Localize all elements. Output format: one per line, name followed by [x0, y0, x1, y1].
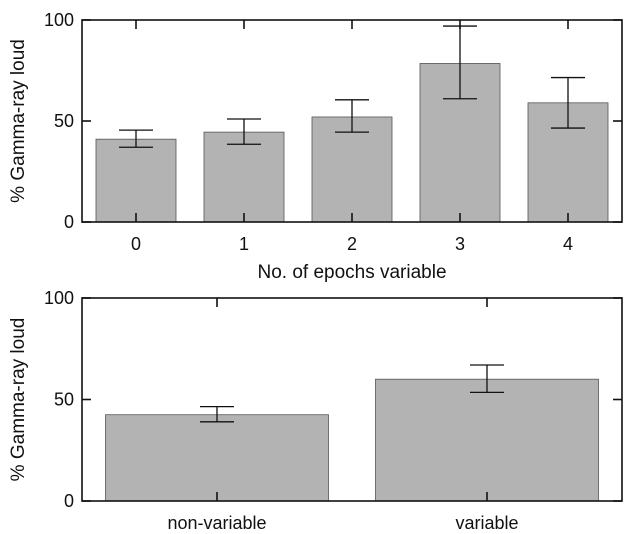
y-tick-label-0: 0 [64, 212, 74, 232]
y-axis-title: % Gamma-ray loud [8, 318, 29, 482]
bar-2 [311, 116, 393, 223]
bar-0 [105, 414, 329, 502]
bottom-panel: 0 50 100 non-variable variable % Gamma-ray lo… [8, 288, 623, 533]
x-tick-label-0: non-variable [167, 513, 266, 533]
bar-1 [375, 378, 599, 502]
y-tick-label-0: 0 [64, 491, 74, 511]
y-tick-label-2: 100 [44, 288, 74, 308]
x-tick-label-2: 2 [347, 234, 357, 254]
bar-1 [203, 131, 285, 223]
x-tick-label-1: 1 [239, 234, 249, 254]
bar-0 [95, 138, 177, 223]
y-tick-label-1: 50 [54, 390, 74, 410]
x-tick-label-3: 3 [455, 234, 465, 254]
y-tick-label-2: 100 [44, 10, 74, 30]
x-tick-label-0: 0 [131, 234, 141, 254]
y-axis-title: % Gamma-ray loud [8, 39, 29, 203]
x-tick-label-4: 4 [563, 234, 573, 254]
top-panel: 0 50 100 0 1 2 3 4 No. of epochs variable % Gamma… [8, 10, 623, 283]
x-axis-title: No. of epochs variable [257, 262, 446, 283]
x-tick-label-1: variable [455, 513, 518, 533]
y-tick-label-1: 50 [54, 111, 74, 131]
